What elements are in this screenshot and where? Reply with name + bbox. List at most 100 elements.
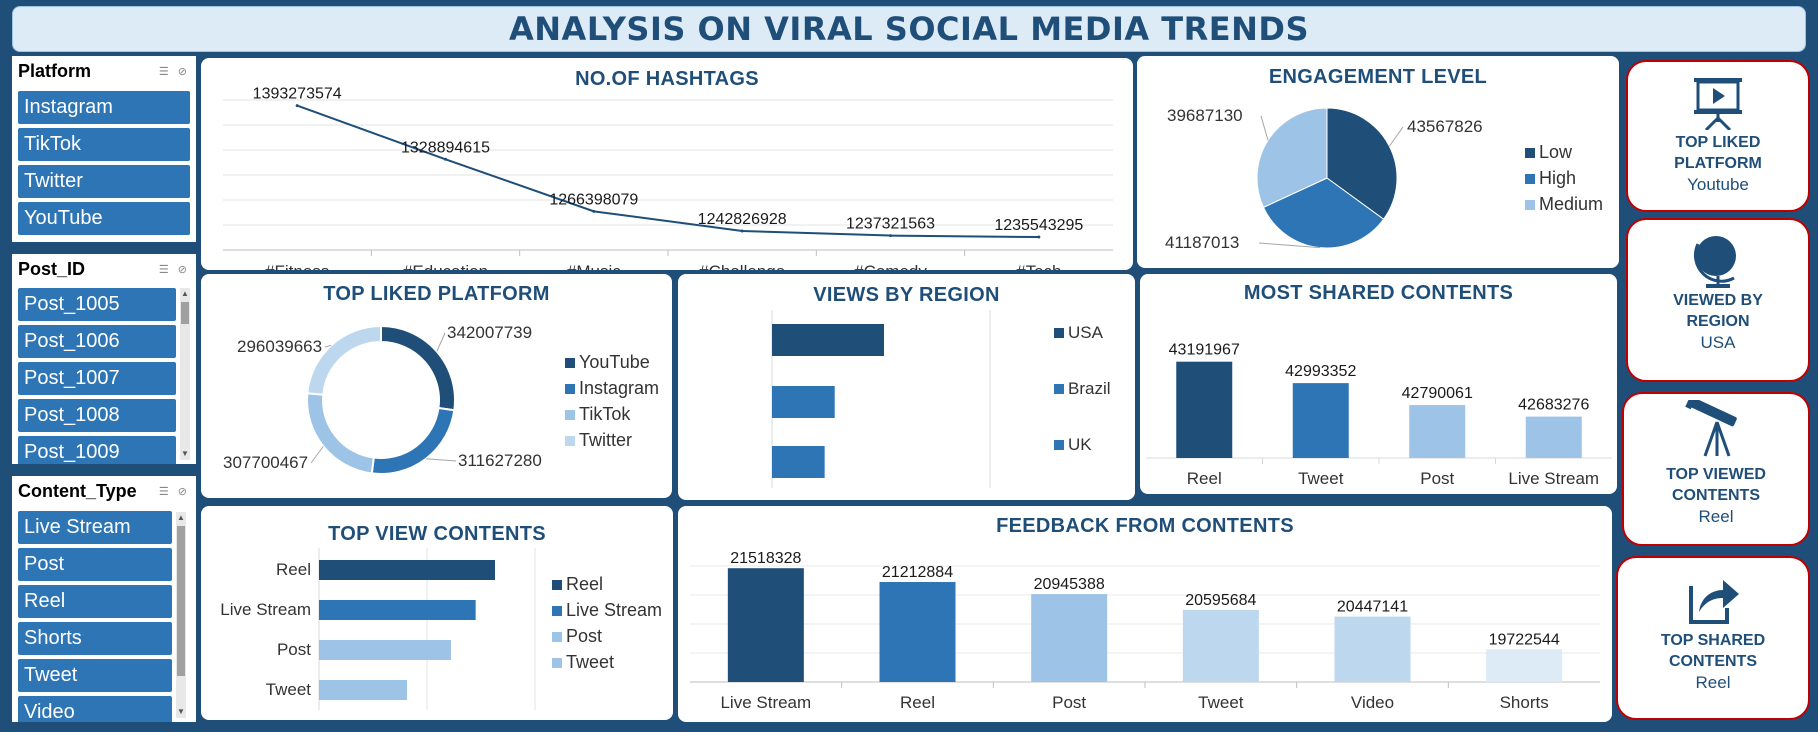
legend-swatch [552, 606, 562, 616]
globe-icon [1693, 236, 1736, 288]
pie-slice [1256, 107, 1328, 209]
slicer-title: Post_ID [18, 258, 86, 279]
slicer-header: Content_Type ☰ ⊘ [12, 476, 196, 506]
feedback-bar-chart: 21518328 Live Stream 21212884 Reel 20945388 P… [690, 550, 1600, 712]
slicer-item-reel[interactable]: Reel [18, 585, 172, 618]
data-point [1037, 235, 1041, 239]
bar [1031, 594, 1108, 682]
bar [319, 680, 407, 700]
legend-swatch [552, 632, 562, 642]
x-tick-label: Reel [1187, 469, 1222, 488]
kpi-label: TOP SHARED [1660, 632, 1766, 649]
donut-slice [380, 324, 456, 412]
legend-swatch [565, 410, 575, 420]
data-label: 39687130 [1167, 106, 1243, 125]
top-liked-donut-chart: 342007739 311627280 307700467 296039663 YouT… [223, 323, 659, 475]
donut-slice [306, 392, 375, 475]
platform-slicer: Platform ☰ ⊘ Instagram TikTok Twitter Yo… [12, 56, 196, 242]
slicer-item-post-1007[interactable]: Post_1007 [18, 362, 176, 395]
data-label: 42683276 [1518, 397, 1589, 414]
data-label: 43567826 [1407, 117, 1483, 136]
slicer-item-post-1006[interactable]: Post_1006 [18, 325, 176, 358]
x-tick-label: #Music [567, 262, 621, 270]
data-label: 42993352 [1285, 363, 1356, 380]
kpi-top-viewed-contents: TOP VIEWED CONTENTS Reel [1622, 392, 1810, 546]
data-label: 1266398079 [549, 191, 638, 208]
legend-label: Medium [1539, 194, 1603, 214]
kpi-viewed-by-region: VIEWED BY REGION USA [1626, 218, 1810, 382]
kpi-value: USA [1700, 333, 1736, 352]
slicer-item-tweet[interactable]: Tweet [18, 659, 172, 692]
legend-label: USA [1068, 323, 1104, 342]
data-point [889, 234, 892, 238]
data-label: 42790061 [1402, 385, 1473, 402]
slicer-item-post-1008[interactable]: Post_1008 [18, 399, 176, 432]
x-tick-label: Video [1351, 693, 1394, 712]
x-tick-label: Live Stream [720, 693, 811, 712]
slicer-item-twitter[interactable]: Twitter [18, 165, 190, 198]
engagement-pie-chart: 43567826 41187013 39687130 Low High Medium [1165, 106, 1603, 252]
bar [1176, 361, 1233, 458]
most-shared-bar-chart: 43191967 Reel 42993352 Tweet 42790061 Post 426… [1146, 342, 1612, 488]
legend-label: Low [1539, 142, 1573, 162]
slicer-item-post[interactable]: Post [18, 548, 172, 581]
top-view-bar-chart: Reel Live Stream Post Tweet Reel Live Stream P… [220, 548, 662, 710]
clear-filter-icon[interactable]: ☰ ⊘ [158, 65, 190, 78]
kpi-value: Reel [1695, 673, 1731, 692]
scroll-down-icon[interactable]: ▼ [181, 449, 189, 458]
x-tick-label: #Education [403, 262, 488, 270]
legend-swatch [1054, 384, 1064, 394]
kpi-top-shared-contents: TOP SHARED CONTENTS Reel [1616, 556, 1810, 720]
bar [772, 446, 825, 478]
dashboard-title-bar: ANALYSIS ON VIRAL SOCIAL MEDIA TRENDS [12, 6, 1806, 52]
legend-swatch [565, 384, 575, 394]
data-label: 20945388 [1034, 576, 1105, 593]
kpi-label: PLATFORM [1674, 155, 1762, 172]
kpi-label: CONTENTS [1672, 487, 1760, 504]
bar [1182, 609, 1259, 682]
data-label: 21518328 [730, 550, 801, 567]
chart-title: MOST SHARED CONTENTS [1243, 282, 1514, 304]
scroll-down-icon[interactable]: ▼ [177, 707, 185, 716]
feedback-chart-panel: FEEDBACK FROM CONTENTS 21518328 Live Stre… [678, 506, 1612, 722]
telescope-icon [1685, 400, 1737, 457]
chart-title: FEEDBACK FROM CONTENTS [996, 515, 1294, 537]
bar [772, 386, 835, 418]
scroll-up-icon[interactable]: ▲ [181, 289, 189, 298]
legend-label: UK [1068, 435, 1092, 454]
slicer-item-youtube[interactable]: YouTube [18, 202, 190, 235]
slicer-item-video[interactable]: Video [18, 696, 172, 722]
data-label: 307700467 [223, 453, 308, 472]
clear-filter-icon[interactable]: ☰ ⊘ [158, 263, 190, 276]
slicer-item-post-1005[interactable]: Post_1005 [18, 288, 176, 321]
content-type-slicer: Content_Type ☰ ⊘ Live Stream Post Reel S… [12, 476, 196, 722]
legend-label: High [1539, 168, 1576, 188]
clear-filter-icon[interactable]: ☰ ⊘ [158, 485, 190, 498]
slicer-scrollbar[interactable]: ▲ ▼ [176, 512, 186, 718]
data-label: 311627280 [458, 451, 542, 470]
leader-line [425, 458, 457, 462]
slicer-scrollbar[interactable]: ▲ ▼ [180, 288, 190, 460]
series-line [296, 104, 1039, 239]
bar [1525, 416, 1582, 458]
presentation-icon [1694, 78, 1742, 130]
data-point [444, 157, 447, 161]
y-tick-label: Tweet [266, 680, 312, 699]
bar [727, 568, 804, 682]
scroll-thumb[interactable] [177, 526, 185, 676]
kpi-label: CONTENTS [1669, 653, 1757, 670]
slicer-item-tiktok[interactable]: TikTok [18, 128, 190, 161]
scroll-thumb[interactable] [181, 302, 189, 324]
donut-slice [370, 406, 456, 475]
data-label: 43191967 [1169, 342, 1240, 359]
data-label: 342007739 [447, 323, 532, 342]
slicer-item-shorts[interactable]: Shorts [18, 622, 172, 655]
slicer-item-post-1009[interactable]: Post_1009 [18, 436, 176, 464]
slicer-item-live-stream[interactable]: Live Stream [18, 511, 172, 544]
slicer-item-instagram[interactable]: Instagram [18, 91, 190, 124]
legend-label: Post [566, 626, 602, 646]
scroll-up-icon[interactable]: ▲ [177, 513, 185, 522]
share-icon [1689, 580, 1739, 624]
bar [319, 600, 476, 620]
x-tick-label: Post [1420, 469, 1454, 488]
